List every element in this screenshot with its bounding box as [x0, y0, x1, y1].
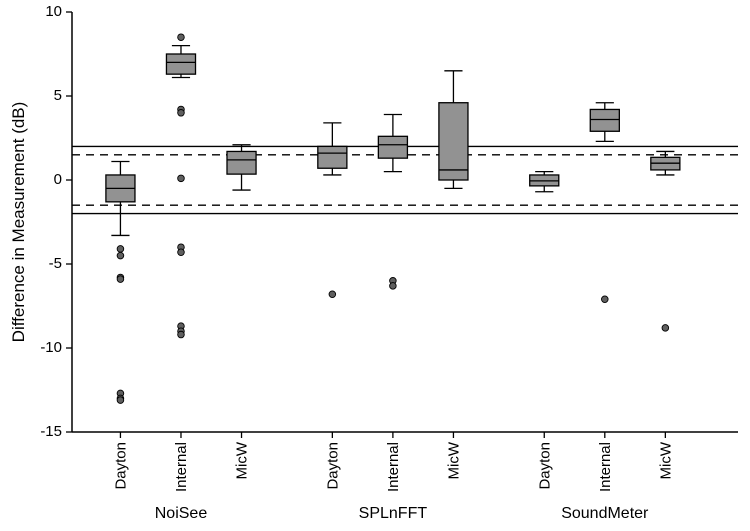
outlier-point: [117, 252, 124, 259]
x-subcat-label: Dayton: [112, 442, 129, 490]
x-subcat-label: MicW: [234, 441, 251, 479]
outlier-point: [117, 276, 124, 283]
x-subcat-label: Internal: [597, 442, 614, 492]
outlier-point: [117, 246, 124, 253]
box: [318, 146, 347, 168]
y-tick-label: 0: [54, 171, 62, 188]
x-subcat-label: Dayton: [324, 442, 341, 490]
y-tick-label: 10: [45, 3, 62, 20]
y-tick-label: -10: [40, 339, 62, 356]
outlier-point: [178, 331, 185, 338]
outlier-point: [662, 325, 669, 332]
outlier-point: [329, 291, 336, 298]
y-tick-label: -15: [40, 423, 62, 440]
outlier-point: [178, 110, 185, 117]
outlier-point: [602, 296, 609, 303]
y-tick-label: -5: [49, 255, 62, 272]
box: [590, 109, 619, 131]
x-subcat-label: Internal: [173, 442, 190, 492]
outlier-point: [178, 249, 185, 256]
outlier-point: [178, 175, 185, 182]
box: [378, 136, 407, 158]
outlier-point: [178, 34, 185, 41]
x-group-label: SPLnFFT: [359, 505, 428, 522]
outlier-point: [117, 397, 124, 404]
x-subcat-label: MicW: [657, 441, 674, 479]
outlier-point: [390, 283, 397, 290]
x-group-label: SoundMeter: [561, 505, 649, 522]
y-tick-label: 5: [54, 87, 62, 104]
x-subcat-label: Internal: [385, 442, 402, 492]
boxplot-chart: -15 -10 -5 0 5 10 Difference in Measurement (d…: [0, 0, 750, 531]
box: [227, 151, 256, 174]
x-subcat-label: Dayton: [536, 442, 553, 490]
box: [166, 54, 195, 74]
box: [439, 103, 468, 180]
x-group-label: NoiSee: [155, 505, 208, 522]
x-subcat-label: MicW: [445, 441, 462, 479]
y-axis-label: Difference in Measurement (dB): [9, 102, 28, 343]
